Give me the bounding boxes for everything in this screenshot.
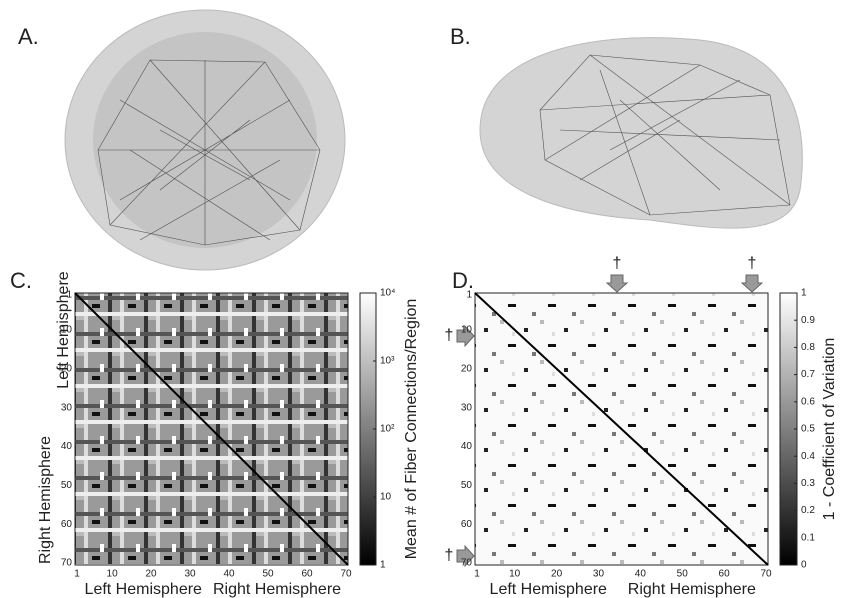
colorbar-tick-label: 0.2: [801, 505, 815, 516]
panel-label: A.: [18, 24, 39, 49]
colorbar-tick-label: 0.1: [801, 532, 815, 543]
y-tick-label: 40: [461, 441, 473, 452]
page: {"panels": [ {"label": "A."}, {"label": …: [0, 0, 859, 598]
y-axis-label: Right Hemisphere: [37, 436, 54, 564]
x-tick-label: 40: [223, 569, 235, 580]
brain-sagittal: [480, 38, 802, 229]
y-tick-label: 60: [461, 519, 473, 530]
colorbar-tick-label: 10³: [380, 356, 395, 367]
colorbar-tick-label: 0: [801, 560, 807, 571]
colorbar-tick-label: 1: [380, 560, 386, 571]
dagger-marker: †: [613, 255, 622, 272]
x-tick-label: 20: [146, 569, 158, 580]
dagger-marker: †: [748, 255, 757, 272]
y-tick-label: 50: [61, 480, 73, 491]
y-tick-label: 70: [61, 558, 73, 569]
colorbar-label: Mean # of Fiber Connections/Region: [403, 299, 420, 560]
dagger-marker: †: [445, 327, 454, 344]
y-tick-label: 30: [61, 402, 73, 413]
colorbar-tick-label: 0.4: [801, 451, 815, 462]
colorbar-tick-label: 10⁴: [380, 288, 395, 299]
x-tick-label: 50: [677, 569, 689, 580]
colorbar-tick-label: 0.3: [801, 478, 815, 489]
x-tick-label: 30: [184, 569, 196, 580]
colorbar-tick-label: 1: [801, 288, 807, 299]
y-tick-label: 70: [461, 558, 473, 569]
x-tick-label: 60: [719, 569, 731, 580]
x-tick-label: 30: [593, 569, 605, 580]
dagger-marker: †: [445, 547, 454, 564]
x-tick-label: 70: [340, 569, 352, 580]
colorbar-tick-label: 0.7: [801, 369, 815, 380]
y-axis-label: Left Hemisphere: [55, 271, 72, 388]
x-axis-label: Left Hemisphere: [490, 581, 607, 598]
x-tick-label: 60: [301, 569, 313, 580]
colorbar-tick-label: 0.9: [801, 315, 815, 326]
x-axis-label: Right Hemisphere: [213, 581, 341, 598]
x-tick-label: 40: [635, 569, 647, 580]
brain-axial: [65, 10, 345, 270]
x-tick-label: 1: [474, 569, 480, 580]
x-axis-label: Right Hemisphere: [628, 581, 756, 598]
colorbar-tick-label: 0.8: [801, 342, 815, 353]
y-tick-label: 20: [461, 363, 473, 374]
x-axis-label: Left Hemisphere: [85, 581, 202, 598]
panel-label: B.: [450, 24, 471, 49]
y-tick-label: 50: [461, 480, 473, 491]
x-tick-label: 70: [760, 569, 772, 580]
colorbar-tick-label: 10²: [380, 424, 395, 435]
y-tick-label: 30: [461, 402, 473, 413]
colorbar-tick-label: 0.6: [801, 396, 815, 407]
x-tick-label: 10: [107, 569, 119, 580]
y-tick-label: 40: [61, 441, 73, 452]
colorbar-tick-label: 0.5: [801, 424, 815, 435]
x-tick-label: 50: [262, 569, 274, 580]
y-tick-label: 60: [61, 519, 73, 530]
panel-label: C.: [10, 268, 32, 293]
colorbar-tick-label: 10: [380, 492, 392, 503]
x-tick-label: 20: [551, 569, 563, 580]
y-tick-label: 1: [466, 290, 472, 301]
x-tick-label: 1: [74, 569, 80, 580]
colorbar-label: 1 - Coefficient of Variation: [821, 338, 838, 521]
figure: A.B.C.D.110203040506070110203040506070Le…: [0, 0, 859, 598]
y-tick-label: 10: [461, 325, 473, 336]
x-tick-label: 10: [509, 569, 521, 580]
